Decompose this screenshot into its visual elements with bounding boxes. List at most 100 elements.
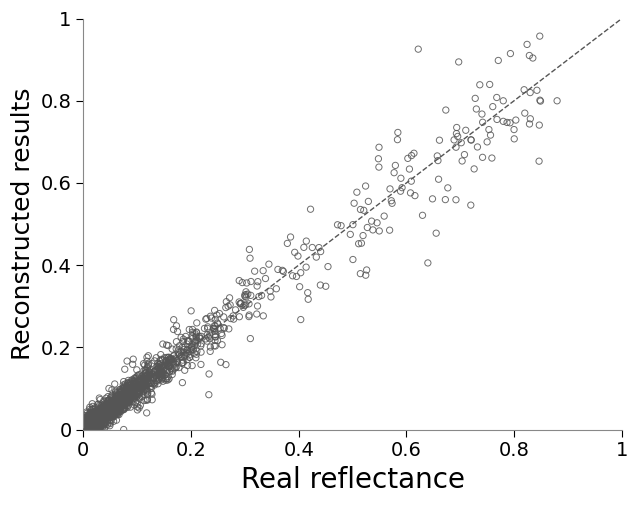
Point (79, 426, 89, 434)
Point (153, 365, 163, 373)
Point (82, 417, 93, 425)
Point (182, 362, 192, 370)
Point (94, 414, 104, 422)
Point (472, 143, 482, 151)
Point (141, 372, 151, 380)
Point (108, 399, 118, 407)
Point (105, 405, 116, 413)
Point (117, 392, 127, 400)
Point (146, 383, 156, 391)
Point (96, 407, 106, 415)
Point (119, 397, 130, 405)
Point (202, 315, 212, 323)
Point (493, 57, 504, 65)
Point (134, 378, 144, 386)
Point (171, 322, 181, 330)
Point (154, 364, 164, 372)
Point (84, 419, 94, 427)
Point (138, 377, 148, 385)
Point (100, 405, 111, 413)
Point (82, 421, 92, 429)
Point (79, 421, 89, 429)
Point (123, 387, 133, 395)
Point (93, 400, 103, 409)
Point (239, 301, 249, 310)
Point (84, 426, 95, 434)
Point (118, 395, 128, 403)
Point (115, 397, 125, 405)
Point (114, 400, 124, 408)
Point (101, 407, 111, 415)
Point (88, 416, 98, 424)
Point (373, 155, 383, 163)
Point (209, 322, 219, 330)
Point (351, 188, 362, 196)
Point (113, 403, 123, 411)
Point (139, 381, 149, 389)
Point (477, 154, 488, 162)
Point (181, 349, 191, 357)
Point (108, 404, 118, 412)
Point (85, 426, 95, 434)
Point (150, 367, 160, 375)
Point (112, 389, 122, 397)
Point (86, 409, 96, 417)
Point (141, 381, 151, 389)
Point (136, 380, 146, 388)
Point (98, 406, 108, 414)
Point (244, 245, 254, 254)
Point (132, 389, 142, 397)
Point (167, 371, 177, 379)
Point (79, 422, 89, 430)
Point (242, 279, 252, 287)
Point (128, 381, 138, 389)
Point (169, 352, 179, 360)
Point (104, 402, 114, 411)
Point (108, 412, 118, 420)
Point (80, 426, 90, 434)
Point (80, 426, 90, 434)
Point (106, 407, 116, 415)
Point (115, 399, 125, 407)
Point (241, 293, 251, 301)
Point (94, 408, 104, 416)
Point (273, 266, 283, 274)
Point (122, 385, 132, 393)
Point (88, 423, 98, 431)
Point (96, 418, 106, 426)
Point (132, 385, 142, 393)
Point (119, 401, 130, 409)
Point (99, 415, 109, 423)
Point (89, 411, 100, 419)
Point (235, 313, 245, 321)
Point (101, 409, 111, 417)
Point (132, 406, 142, 414)
Point (379, 212, 389, 220)
Point (95, 417, 105, 425)
Point (191, 332, 201, 340)
Point (85, 410, 95, 418)
Point (117, 395, 127, 403)
Point (91, 426, 101, 434)
Point (79, 418, 89, 426)
Point (90, 412, 100, 420)
Point (84, 413, 94, 421)
Point (155, 365, 166, 373)
Point (182, 346, 192, 354)
Point (219, 324, 229, 332)
Point (106, 402, 116, 410)
Point (112, 399, 122, 408)
Point (110, 401, 120, 409)
Point (96, 404, 106, 412)
Point (146, 371, 157, 379)
Point (102, 407, 112, 415)
Point (169, 364, 180, 372)
Point (155, 369, 166, 377)
Point (403, 155, 413, 163)
Point (178, 359, 189, 367)
Point (160, 375, 171, 383)
Point (245, 334, 256, 342)
Point (86, 422, 96, 430)
Point (84, 409, 95, 417)
Point (169, 316, 179, 324)
